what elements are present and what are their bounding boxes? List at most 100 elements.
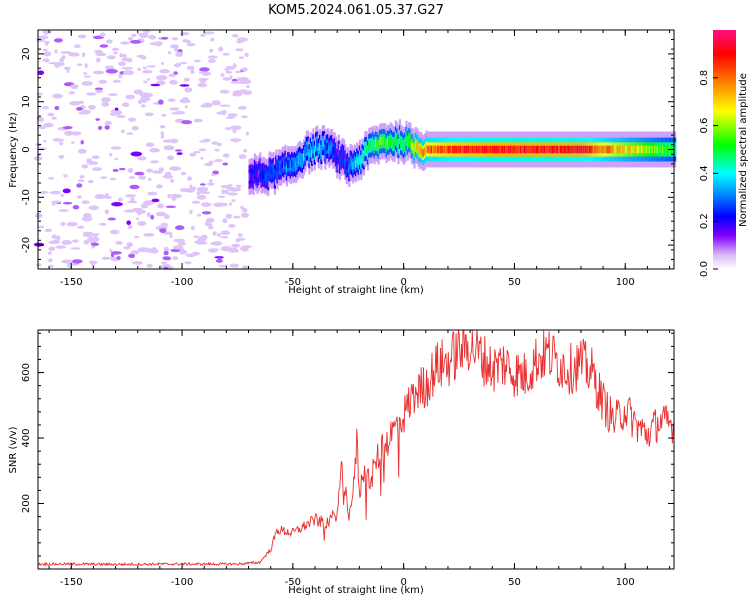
x-tick-label: -150 bbox=[60, 577, 83, 588]
noise-speckle bbox=[94, 87, 104, 90]
noise-speckle bbox=[198, 148, 207, 152]
noise-speckle bbox=[179, 31, 190, 36]
signal-cell bbox=[634, 145, 637, 154]
noise-speckle bbox=[230, 81, 240, 84]
signal-cell bbox=[353, 158, 356, 167]
spectrogram-marks bbox=[33, 28, 677, 271]
noise-speckle bbox=[214, 148, 220, 152]
noise-speckle bbox=[140, 97, 151, 102]
noise-speckle bbox=[210, 241, 223, 246]
noise-speckle bbox=[167, 51, 172, 55]
noise-speckle bbox=[227, 192, 239, 196]
noise-speckle bbox=[180, 171, 187, 176]
signal-cell bbox=[393, 140, 396, 148]
noise-speckle bbox=[88, 205, 100, 211]
noise-speckle bbox=[222, 52, 230, 56]
noise-speckle bbox=[88, 260, 98, 265]
signal-cell bbox=[583, 145, 586, 154]
noise-speckle bbox=[163, 250, 169, 256]
noise-speckle bbox=[121, 57, 132, 62]
noise-speckle bbox=[245, 131, 249, 136]
signal-cell bbox=[580, 145, 584, 154]
noise-speckle bbox=[84, 75, 91, 78]
noise-speckle bbox=[183, 77, 190, 82]
signal-cell bbox=[615, 145, 618, 154]
signal-cell bbox=[662, 145, 665, 154]
noise-speckle bbox=[179, 61, 188, 65]
noise-speckle bbox=[194, 240, 203, 244]
noise-speckle bbox=[143, 233, 155, 237]
noise-speckle bbox=[101, 256, 111, 260]
noise-speckle bbox=[234, 249, 239, 253]
noise-speckle bbox=[158, 99, 164, 105]
noise-speckle bbox=[131, 261, 143, 265]
noise-speckle bbox=[158, 167, 165, 172]
noise-speckle bbox=[145, 142, 155, 148]
noise-speckle bbox=[121, 66, 133, 70]
noise-speckle bbox=[56, 138, 65, 142]
noise-speckle bbox=[91, 245, 95, 249]
signal-cell bbox=[454, 145, 457, 154]
signal-cell bbox=[630, 145, 633, 154]
noise-speckle bbox=[128, 176, 136, 179]
signal-cell bbox=[345, 162, 348, 170]
signal-cell bbox=[251, 172, 254, 180]
signal-cell bbox=[259, 166, 262, 174]
noise-speckle bbox=[77, 34, 87, 39]
signal-cell bbox=[511, 145, 514, 154]
signal-cell bbox=[374, 139, 377, 148]
noise-speckle bbox=[70, 84, 79, 90]
noise-speckle bbox=[151, 198, 160, 203]
noise-speckle bbox=[232, 129, 237, 134]
signal-cell bbox=[570, 145, 573, 154]
snr-line bbox=[37, 329, 675, 567]
noise-speckle bbox=[226, 116, 235, 119]
signal-cell bbox=[627, 145, 630, 154]
signal-cell bbox=[329, 143, 332, 152]
noise-speckle bbox=[53, 62, 65, 67]
noise-speckle bbox=[156, 184, 163, 189]
signal-cell bbox=[666, 145, 669, 154]
signal-cell bbox=[389, 136, 392, 144]
noise-speckle bbox=[55, 245, 66, 249]
y-tick-label: 200 bbox=[21, 494, 32, 513]
noise-speckle bbox=[126, 132, 134, 136]
signal-cell bbox=[610, 145, 613, 154]
signal-cell bbox=[599, 145, 602, 154]
signal-cell bbox=[592, 145, 596, 154]
signal-cell bbox=[607, 145, 610, 154]
noise-speckle bbox=[160, 134, 165, 139]
noise-speckle bbox=[169, 80, 178, 85]
signal-cell bbox=[482, 145, 485, 154]
signal-cell bbox=[288, 160, 291, 168]
noise-speckle bbox=[81, 200, 90, 204]
y-tick-label: -10 bbox=[21, 189, 32, 205]
noise-speckle bbox=[229, 138, 242, 142]
signal-cell bbox=[477, 145, 480, 154]
noise-speckle bbox=[71, 239, 79, 243]
noise-speckle bbox=[159, 125, 166, 129]
noise-speckle bbox=[199, 33, 206, 37]
signal-cell bbox=[261, 170, 264, 179]
noise-speckle bbox=[172, 256, 179, 261]
signal-cell bbox=[303, 153, 306, 161]
signal-cell bbox=[659, 145, 662, 154]
signal-cell bbox=[521, 145, 524, 154]
signal-cell bbox=[523, 145, 526, 154]
noise-speckle bbox=[63, 126, 73, 130]
noise-speckle bbox=[100, 97, 111, 103]
signal-cell bbox=[555, 145, 558, 154]
noise-speckle bbox=[212, 170, 219, 175]
signal-cell bbox=[648, 145, 651, 154]
noise-speckle bbox=[127, 167, 134, 173]
signal-cell bbox=[562, 145, 565, 154]
noise-speckle bbox=[149, 147, 160, 153]
noise-speckle bbox=[91, 155, 100, 160]
noise-speckle bbox=[200, 104, 208, 108]
noise-speckle bbox=[60, 51, 72, 54]
noise-speckle bbox=[53, 38, 63, 43]
signal-cell bbox=[587, 145, 590, 154]
noise-speckle bbox=[140, 203, 149, 209]
noise-speckle bbox=[171, 37, 178, 41]
